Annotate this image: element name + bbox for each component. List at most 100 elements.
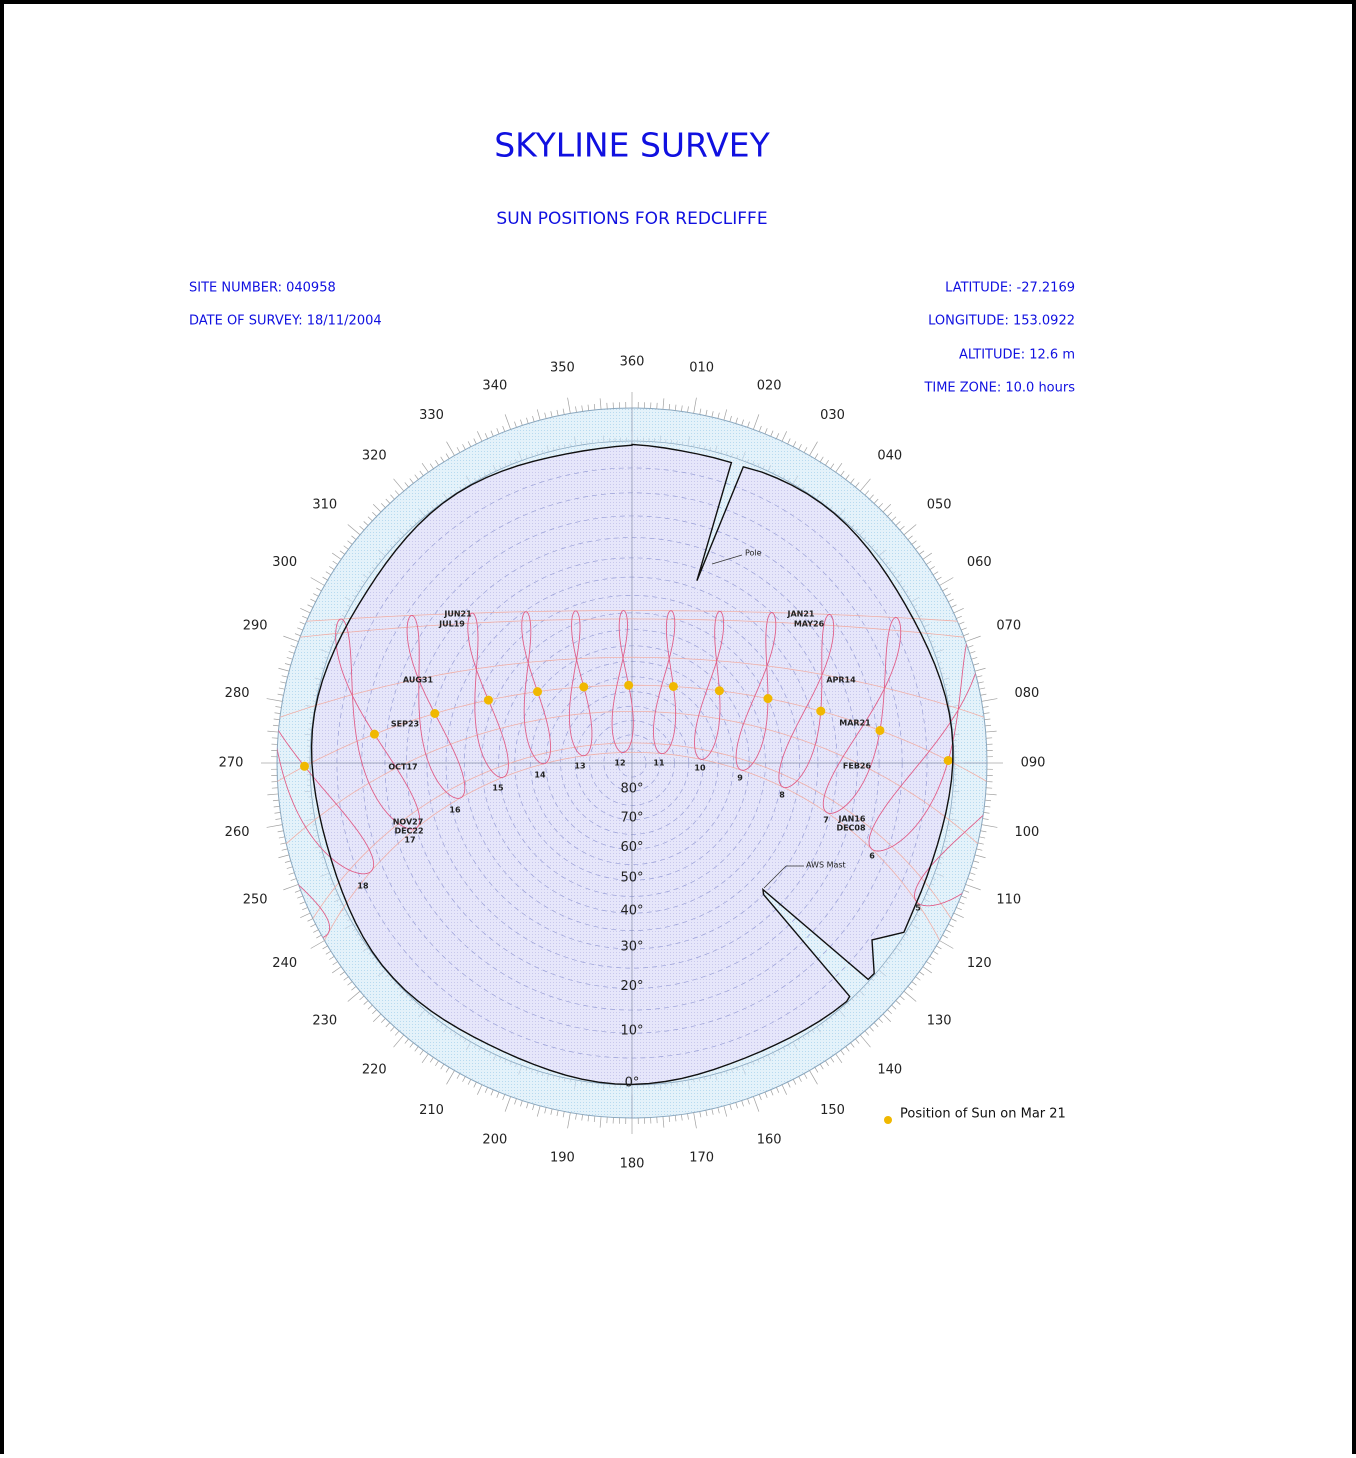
azimuth-tick <box>267 794 278 795</box>
azimuth-tick <box>846 475 850 480</box>
azimuth-tick <box>912 541 917 545</box>
azimuth-tick <box>600 398 601 409</box>
azimuth-tick <box>267 699 283 702</box>
azimuth-tick <box>782 431 787 441</box>
azimuth-tick <box>973 663 979 665</box>
azimuth-tick <box>892 1005 896 1009</box>
hour-label: 14 <box>534 771 546 780</box>
azimuth-label: 220 <box>362 1063 387 1078</box>
azimuth-tick <box>368 1005 372 1009</box>
azimuth-tick <box>820 1064 823 1069</box>
azimuth-label: 290 <box>243 618 268 633</box>
azimuth-label: 210 <box>419 1103 444 1118</box>
azimuth-tick <box>390 495 394 499</box>
azimuth-tick <box>966 884 981 889</box>
sun-position <box>430 709 439 718</box>
azimuth-label: 020 <box>757 379 782 394</box>
azimuth-tick <box>865 1031 869 1036</box>
azimuth-tick <box>526 1102 528 1108</box>
azimuth-tick <box>435 460 438 465</box>
date-label: DEC08 <box>836 824 866 833</box>
hour-label: 9 <box>737 774 743 783</box>
date-label: JUN21 <box>443 610 472 619</box>
azimuth-tick <box>563 1111 564 1117</box>
azimuth-tick <box>892 517 896 521</box>
azimuth-tick <box>669 404 670 410</box>
site-altitude: ALTITUDE: 12.6 m <box>959 348 1075 363</box>
azimuth-tick <box>836 1054 842 1063</box>
azimuth-tick <box>742 1101 744 1107</box>
azimuth-tick <box>474 439 477 444</box>
sun-position <box>624 681 633 690</box>
azimuth-tick <box>274 806 280 807</box>
azimuth-tick <box>916 546 921 550</box>
sun-position <box>484 696 493 705</box>
hour-label: 6 <box>869 852 875 861</box>
azimuth-tick <box>730 416 732 422</box>
azimuth-tick <box>364 1001 368 1005</box>
azimuth-tick <box>712 1109 713 1115</box>
azimuth-tick <box>302 907 307 909</box>
azimuth-tick <box>310 599 315 602</box>
date-label: JUL19 <box>438 620 465 629</box>
azimuth-tick <box>771 431 773 437</box>
azimuth-tick <box>505 1097 510 1112</box>
azimuth-tick <box>724 1106 727 1117</box>
azimuth-label: 160 <box>757 1132 782 1147</box>
azimuth-tick <box>804 1073 807 1078</box>
azimuth-tick <box>372 512 376 516</box>
azimuth-tick <box>394 1035 404 1047</box>
azimuth-tick <box>860 1035 870 1047</box>
azimuth-tick <box>975 855 986 858</box>
azimuth-tick <box>712 411 713 417</box>
azimuth-tick <box>503 426 505 432</box>
azimuth-tick <box>961 628 967 630</box>
azimuth-tick <box>275 713 281 714</box>
azimuth-tick <box>968 879 974 881</box>
azimuth-tick <box>316 935 321 938</box>
azimuth-tick <box>351 986 356 990</box>
azimuth-tick <box>435 1061 438 1066</box>
azimuth-tick <box>963 634 969 636</box>
azimuth-tick <box>491 1090 493 1096</box>
azimuth-tick <box>287 657 293 659</box>
azimuth-tick <box>973 861 979 863</box>
azimuth-tick <box>985 725 991 726</box>
azimuth-tick <box>742 420 744 426</box>
azimuth-tick <box>979 837 985 838</box>
azimuth-tick <box>966 636 981 641</box>
date-label: FEB26 <box>843 762 872 771</box>
azimuth-tick <box>364 521 368 525</box>
azimuth-label: 070 <box>996 618 1021 633</box>
azimuth-tick <box>477 1085 482 1095</box>
azimuth-tick <box>980 694 986 695</box>
azimuth-tick <box>410 1043 414 1048</box>
sun-position <box>669 682 678 691</box>
azimuth-tick <box>825 460 828 465</box>
sun-position <box>944 756 953 765</box>
azimuth-tick <box>688 406 689 412</box>
azimuth-tick <box>951 605 956 608</box>
azimuth-tick <box>879 1018 883 1022</box>
azimuth-tick <box>669 1116 670 1122</box>
azimuth-tick <box>344 977 349 981</box>
sun-position <box>533 687 542 696</box>
azimuth-tick <box>386 1023 390 1027</box>
azimuth-tick <box>815 1067 818 1072</box>
azimuth-tick <box>976 849 982 850</box>
azimuth-tick <box>841 1050 845 1055</box>
azimuth-tick <box>923 967 932 973</box>
azimuth-tick <box>983 707 989 708</box>
azimuth-label: 190 <box>550 1150 575 1165</box>
azimuth-tick <box>870 1027 874 1031</box>
azimuth-tick <box>410 479 414 484</box>
azimuth-tick <box>976 676 982 677</box>
hour-label: 12 <box>614 759 625 768</box>
azimuth-tick <box>333 962 338 965</box>
azimuth-label: 310 <box>312 498 337 513</box>
hour-label: 18 <box>357 882 369 891</box>
azimuth-tick <box>275 819 281 820</box>
azimuth-label: 060 <box>967 555 992 570</box>
azimuth-tick <box>594 404 595 410</box>
altitude-label: 50° <box>620 871 643 886</box>
